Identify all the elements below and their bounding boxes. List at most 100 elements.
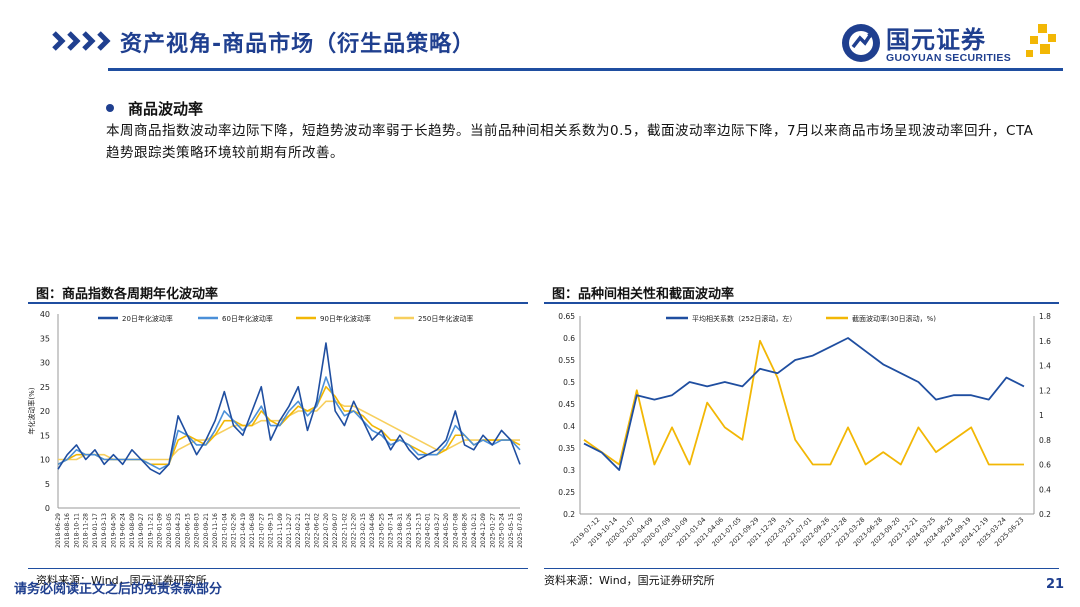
x-tick-label: 2023-08-31 [397,513,404,548]
x-tick-label: 2025-03-24 [499,513,506,548]
y-right-tick-label: 0.4 [1039,485,1051,494]
chart-right-bottom-rule [544,568,1059,569]
logo-icon [842,24,880,62]
x-tick-label: 2022-09-07 [332,513,339,548]
source-left: 资料来源：Wind，国元证券研究所 [36,574,207,587]
x-tick-label: 2020-03-05 [166,513,173,548]
chart-right-rule [544,302,1059,304]
x-tick-label: 2021-11-09 [277,513,284,548]
y-left-tick-label: 0.3 [563,466,575,475]
series-line-0 [583,337,1025,471]
chart-left-title: 图：商品指数各周期年化波动率 [36,287,219,302]
x-tick-label: 2019-03-13 [101,513,108,548]
y-right-tick-label: 1.6 [1039,337,1051,346]
x-tick-label: 2025-05-15 [508,513,515,548]
x-tick-label: 2020-06-15 [184,513,191,548]
y-left-tick-label: 0.2 [563,510,575,519]
x-tick-label: 2024-12-09 [480,513,487,548]
y-tick-label: 35 [40,334,50,343]
y-tick-label: 10 [40,456,50,465]
chevron-right-icon [52,31,111,51]
chart-left: 0 5 10 15 20 25 30 35 40 年化波动率(%) 2018-06-29 2018-0… [28,310,524,548]
x-tick-label: 2023-02-15 [360,513,367,548]
legend-label: 250日年化波动率 [418,314,473,323]
y-left-tick-label: 0.5 [563,378,575,387]
x-tick-label: 2023-05-25 [378,513,385,548]
y-tick-label: 30 [40,359,50,368]
company-logo: 国元证券 GUOYUAN SECURITIES [840,18,1060,68]
y-left-tick-label: 0.65 [558,312,575,321]
x-tick-label: 2018-11-28 [83,513,90,548]
x-tick-label: 2021-02-26 [231,513,238,548]
y-right-tick-label: 1 [1039,411,1044,420]
y-tick-label: 5 [45,480,50,489]
y-right-tick-label: 1.8 [1039,312,1051,321]
x-tick-label: 2022-11-02 [341,513,348,548]
x-tick-label: 2021-12-27 [286,513,293,548]
legend-label: 平均相关系数（252日滚动，左） [692,314,796,323]
y-left-tick-label: 0.45 [558,400,575,409]
series-line-1 [583,339,1024,466]
y-left-tick-label: 0.55 [558,356,575,365]
x-tick-label: 2022-07-20 [323,513,330,548]
x-tick-label: 2019-06-24 [120,513,127,548]
chart-right: 0.2 0.25 0.3 0.35 0.4 0.45 0.5 0.55 0.6 0.65 0.2 0.… [558,312,1051,548]
y-tick-label: 0 [45,504,50,513]
x-tick-label: 2023-04-06 [369,513,376,548]
legend-label: 60日年化波动率 [222,314,273,323]
header-divider [108,68,1063,71]
x-tick-label: 2019-01-17 [92,513,99,548]
y-tick-label: 15 [40,431,50,440]
x-tick-label: 2020-09-21 [203,513,210,548]
section-heading-text: 商品波动率 [128,100,204,118]
x-tick-label: 2024-07-08 [452,513,459,548]
x-tick-label: 2025-07-03 [517,513,524,548]
x-tick-label: 2024-05-20 [443,513,450,548]
x-tick-label: 2024-10-21 [471,513,478,548]
chart-left-rule [28,302,528,304]
x-tick-label: 2023-12-13 [415,513,422,548]
x-tick-label: 2022-12-20 [351,513,358,548]
x-tick-label: 2022-06-02 [314,513,321,548]
x-tick-label: 2019-04-30 [110,513,117,548]
series-line-1 [57,376,521,470]
y-left-tick-label: 0.4 [563,422,575,431]
section-paragraph: 本周商品指数波动率边际下降，短趋势波动率弱于长趋势。当前品种间相关系数为0.5，… [106,123,1034,161]
x-tick-label: 2023-07-14 [388,513,395,548]
x-tick-label: 2025-01-27 [489,513,496,548]
chart-right-title: 图：品种间相关性和截面波动率 [552,287,735,302]
x-tick-label: 2021-04-19 [240,513,247,548]
y-axis-label: 年化波动率(%) [28,387,36,434]
chart-left-bottom-rule [28,568,528,569]
x-tick-label: 2021-09-13 [268,513,275,548]
x-tick-label: 2023-10-26 [406,513,413,548]
x-tick-label: 2024-02-01 [425,513,432,548]
legend-label: 20日年化波动率 [122,314,173,323]
page-title: 资产视角-商品市场（衍生品策略） [120,32,476,57]
y-right-tick-label: 0.6 [1039,461,1051,470]
y-tick-label: 40 [40,310,50,319]
y-tick-label: 25 [40,383,50,392]
x-tick-label: 2019-11-21 [147,513,154,548]
bullet-icon [106,103,114,112]
y-left-tick-label: 0.35 [558,444,575,453]
x-tick-label: 2022-02-21 [295,513,302,548]
logo-text-cn: 国元证券 [886,26,986,54]
x-tick-label: 2018-08-16 [64,513,71,548]
y-right-tick-label: 1.4 [1039,362,1051,371]
x-tick-label: 2020-01-09 [157,513,164,548]
y-tick-label: 20 [40,407,50,416]
x-tick-label: 2021-01-04 [221,513,228,548]
x-tick-label: 2020-11-16 [212,513,219,548]
y-right-tick-label: 1.2 [1039,386,1051,395]
legend-label: 90日年化波动率 [320,314,371,323]
x-tick-label: 2018-10-11 [73,513,80,548]
logo-text-en: GUOYUAN SECURITIES [886,52,1011,64]
x-tick-label: 2021-06-08 [249,513,256,548]
legend-label: 截面波动率(30日滚动，%) [852,314,936,323]
x-tick-label: 2019-09-27 [138,513,145,548]
y-left-tick-label: 0.6 [563,334,575,343]
y-right-tick-label: 0.2 [1039,510,1051,519]
x-tick-label: 2018-06-29 [55,513,62,548]
x-tick-label: 2024-08-26 [462,513,469,548]
